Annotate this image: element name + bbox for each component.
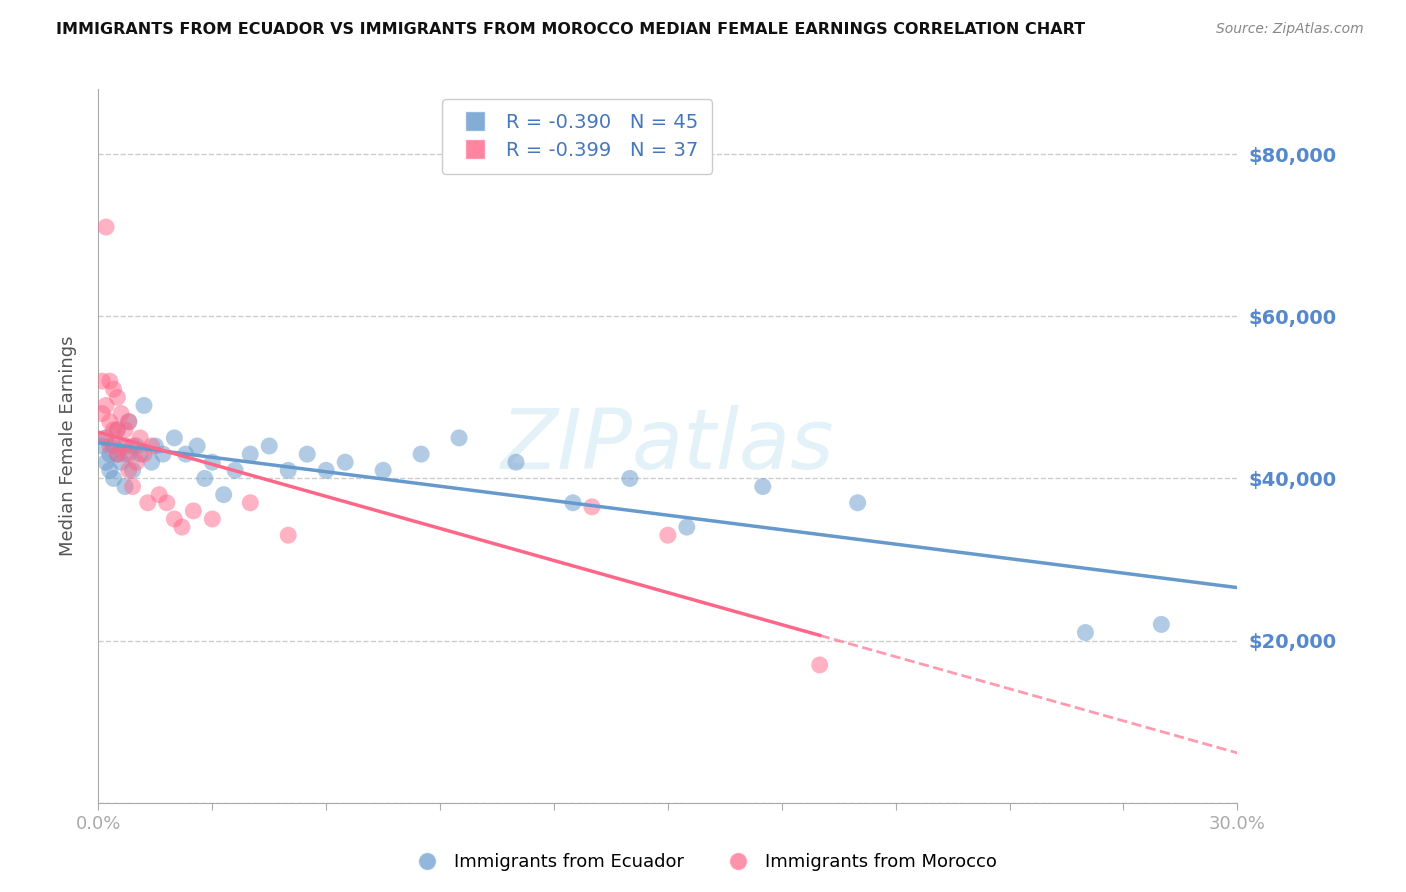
Point	[194, 471, 217, 485]
Point	[212, 488, 235, 502]
Point	[277, 463, 299, 477]
Point	[170, 520, 193, 534]
Point	[752, 479, 775, 493]
Point	[91, 439, 114, 453]
Point	[315, 463, 337, 477]
Point	[94, 220, 117, 235]
Point	[132, 447, 155, 461]
Point	[581, 500, 603, 514]
Point	[103, 382, 125, 396]
Point	[94, 455, 117, 469]
Point	[141, 439, 163, 453]
Point	[114, 423, 136, 437]
Point	[141, 455, 163, 469]
Text: Source: ZipAtlas.com: Source: ZipAtlas.com	[1216, 22, 1364, 37]
Point	[107, 447, 129, 461]
Point	[148, 488, 170, 502]
Point	[103, 471, 125, 485]
Point	[118, 463, 141, 477]
Point	[110, 407, 132, 421]
Point	[118, 415, 141, 429]
Point	[107, 423, 129, 437]
Point	[297, 447, 319, 461]
Point	[239, 496, 262, 510]
Point	[619, 471, 641, 485]
Point	[91, 407, 114, 421]
Point	[125, 455, 148, 469]
Point	[449, 431, 471, 445]
Text: ZIPatlas: ZIPatlas	[501, 406, 835, 486]
Point	[118, 415, 141, 429]
Point	[132, 399, 155, 413]
Point	[505, 455, 527, 469]
Point	[277, 528, 299, 542]
Point	[145, 439, 167, 453]
Point	[201, 512, 224, 526]
Point	[110, 439, 132, 453]
Point	[411, 447, 433, 461]
Point	[103, 439, 125, 453]
Point	[259, 439, 281, 453]
Point	[114, 447, 136, 461]
Point	[846, 496, 869, 510]
Point	[94, 431, 117, 445]
Point	[98, 439, 121, 453]
Point	[201, 455, 224, 469]
Point	[114, 439, 136, 453]
Legend: R = -0.390   N = 45, R = -0.399   N = 37: R = -0.390 N = 45, R = -0.399 N = 37	[441, 99, 711, 174]
Point	[239, 447, 262, 461]
Point	[121, 439, 143, 453]
Point	[152, 447, 174, 461]
Point	[1150, 617, 1173, 632]
Point	[98, 447, 121, 461]
Point	[136, 496, 159, 510]
Point	[163, 512, 186, 526]
Point	[98, 463, 121, 477]
Point	[98, 374, 121, 388]
Point	[125, 439, 148, 453]
Point	[1074, 625, 1097, 640]
Point	[94, 399, 117, 413]
Point	[335, 455, 357, 469]
Point	[121, 463, 143, 477]
Legend: Immigrants from Ecuador, Immigrants from Morocco: Immigrants from Ecuador, Immigrants from…	[402, 847, 1004, 879]
Point	[121, 479, 143, 493]
Point	[676, 520, 699, 534]
Point	[186, 439, 208, 453]
Point	[94, 431, 117, 445]
Point	[110, 455, 132, 469]
Point	[129, 431, 152, 445]
Point	[657, 528, 679, 542]
Text: IMMIGRANTS FROM ECUADOR VS IMMIGRANTS FROM MOROCCO MEDIAN FEMALE EARNINGS CORREL: IMMIGRANTS FROM ECUADOR VS IMMIGRANTS FR…	[56, 22, 1085, 37]
Point	[107, 423, 129, 437]
Point	[91, 374, 114, 388]
Point	[224, 463, 246, 477]
Point	[174, 447, 197, 461]
Point	[103, 423, 125, 437]
Point	[163, 431, 186, 445]
Point	[156, 496, 179, 510]
Y-axis label: Median Female Earnings: Median Female Earnings	[59, 335, 77, 557]
Point	[808, 657, 831, 672]
Point	[129, 447, 152, 461]
Point	[371, 463, 394, 477]
Point	[107, 390, 129, 404]
Point	[118, 447, 141, 461]
Point	[98, 415, 121, 429]
Point	[183, 504, 205, 518]
Point	[107, 447, 129, 461]
Point	[114, 479, 136, 493]
Point	[562, 496, 585, 510]
